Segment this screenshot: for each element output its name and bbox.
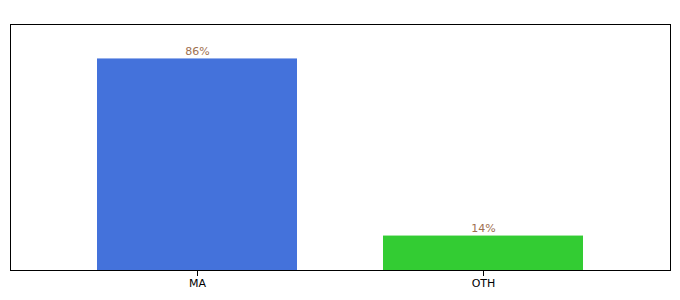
svg-text:86%: 86%: [185, 45, 209, 58]
svg-text:MA: MA: [189, 277, 206, 290]
svg-text:14%: 14%: [471, 222, 495, 235]
svg-text:OTH: OTH: [472, 277, 496, 290]
